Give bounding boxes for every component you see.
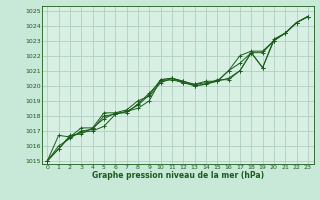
X-axis label: Graphe pression niveau de la mer (hPa): Graphe pression niveau de la mer (hPa) (92, 171, 264, 180)
